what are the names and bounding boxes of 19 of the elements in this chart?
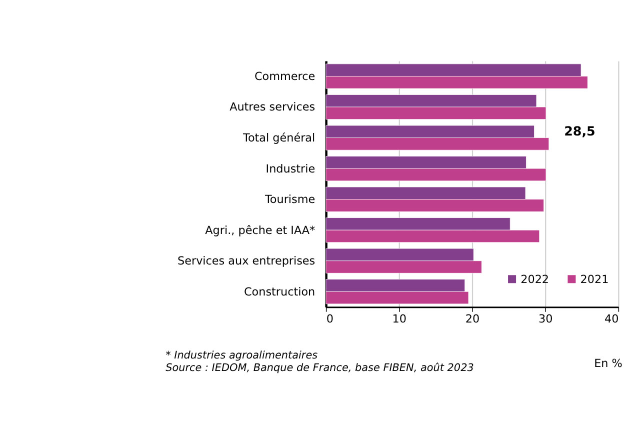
- y-tick-label: Industrie: [266, 162, 316, 176]
- x-tick-label: 0: [326, 312, 334, 326]
- x-tick-label: 40: [604, 312, 619, 326]
- x-tick-label: 10: [392, 312, 407, 326]
- y-tick-label: Commerce: [254, 70, 316, 83]
- y-tick-label: Construction: [244, 285, 316, 298]
- text: * Industries agroalimentaires: [166, 349, 318, 362]
- annotation: 28,5: [564, 124, 596, 139]
- y-tick-label: Tourisme: [264, 193, 316, 206]
- x-tick-label: 30: [538, 312, 553, 326]
- legend-label: 2021: [580, 272, 609, 286]
- y-tick-label: Autres services: [230, 100, 316, 114]
- y-tick-label: Total général: [242, 132, 316, 145]
- source-note: Source : IEDOM, Banque de France, base FIBEN, août 2023: [166, 362, 474, 374]
- y-tick-label: Agri., pêche et IAA*: [205, 224, 316, 237]
- legend-label: 2022: [520, 272, 550, 286]
- x-axis-title: En %: [594, 357, 622, 370]
- y-tick-label: Services aux entreprises: [178, 254, 316, 268]
- x-tick-label: 20: [465, 312, 480, 326]
